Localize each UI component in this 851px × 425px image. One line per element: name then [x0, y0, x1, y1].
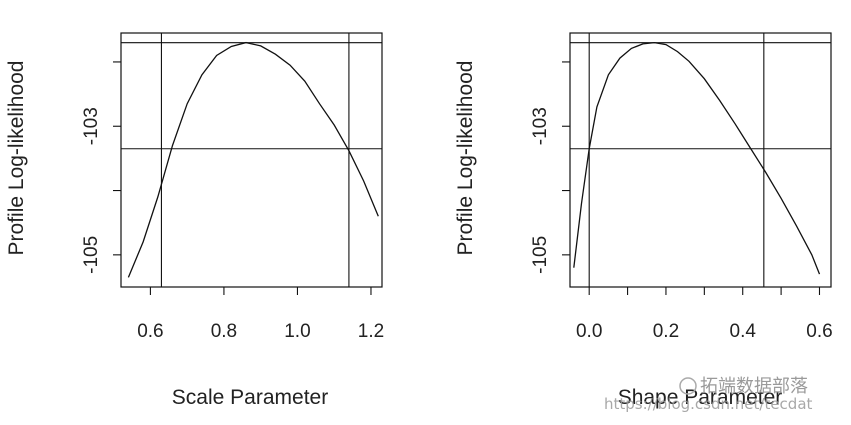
x-tick-label: 0.0 — [576, 321, 602, 342]
scale-parameter-panel: 0.6 0.8 1.0 1.2 -105 -103 Scale Parameter Pr… — [5, 32, 384, 409]
reference-lines — [121, 33, 382, 287]
y-tick-label: -103 — [81, 107, 102, 145]
x-tick-label: 1.0 — [284, 321, 310, 342]
x-axis-label: Shape Parameter — [618, 386, 783, 409]
x-tick-label: 1.2 — [358, 321, 384, 342]
x-tick-label: 0.6 — [137, 321, 163, 342]
shape-parameter-panel: 0.0 0.2 0.4 0.6 -105 -103 Shape Parameter Pr… — [454, 32, 833, 409]
plot-box — [120, 32, 383, 288]
y-axis: -105 -103 — [81, 61, 121, 274]
x-axis: 0.0 0.2 0.4 0.6 — [576, 287, 833, 342]
y-tick-label: -105 — [81, 236, 102, 274]
wechat-icon — [679, 377, 697, 395]
profile-likelihood-curve — [573, 41, 821, 275]
x-tick-label: 0.4 — [730, 321, 757, 342]
y-axis: -105 -103 — [530, 61, 570, 274]
x-tick-label: 0.6 — [806, 321, 832, 342]
y-tick-label: -105 — [530, 236, 551, 274]
y-axis-label: Profile Log-likelihood — [454, 61, 477, 256]
y-tick-label: -103 — [530, 107, 551, 145]
watermark-title: 拓端数据部落 — [700, 376, 808, 397]
x-tick-label: 0.2 — [653, 321, 679, 342]
plot-box — [569, 32, 832, 288]
watermark-url: https://blog.csdn.net/tecdat — [604, 395, 813, 413]
x-axis-label: Scale Parameter — [172, 386, 328, 409]
watermark: 拓端数据部落 https://blog.csdn.net/tecdat — [604, 376, 813, 413]
profile-likelihood-curve — [127, 41, 379, 278]
x-axis: 0.6 0.8 1.0 1.2 — [137, 287, 384, 342]
x-tick-label: 0.8 — [211, 321, 237, 342]
y-axis-label: Profile Log-likelihood — [5, 61, 28, 256]
reference-lines — [570, 33, 831, 287]
